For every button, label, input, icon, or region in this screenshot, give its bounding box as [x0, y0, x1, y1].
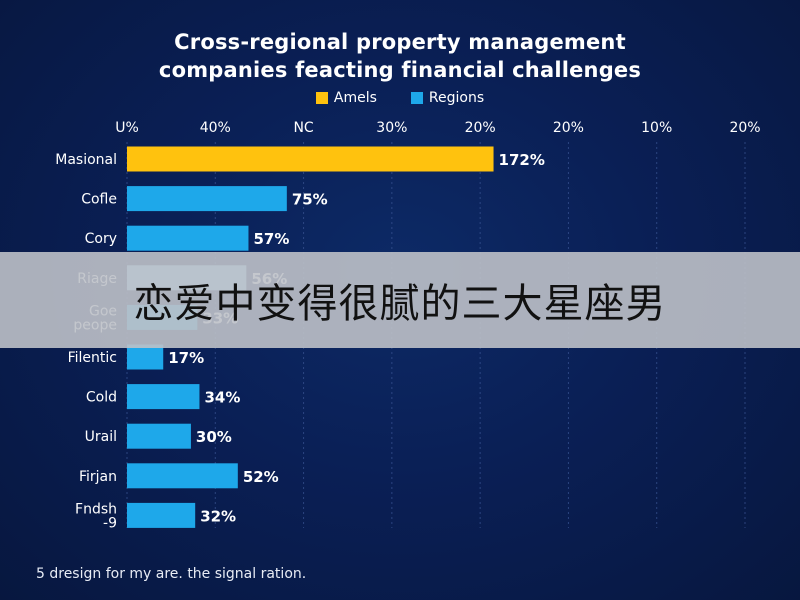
category-label-line: Firjan — [79, 469, 117, 485]
legend-label-amels: Amels — [333, 90, 377, 106]
chart-legend: Amels Regions — [0, 90, 800, 106]
bar — [127, 225, 249, 251]
bar — [127, 344, 164, 370]
bar — [127, 502, 196, 528]
category-label: Masional — [55, 152, 117, 168]
category-label-line: Cory — [85, 231, 117, 247]
category-label-line: Cofle — [81, 192, 117, 208]
category-label-line: Cold — [86, 390, 117, 406]
data-label: 17% — [168, 349, 204, 367]
data-label: 34% — [204, 389, 240, 407]
chart-footnote: 5 dresign for my are. the signal ration. — [36, 566, 307, 582]
x-tick-label: NC — [293, 120, 313, 136]
legend-label-regions: Regions — [428, 90, 485, 106]
caption-banner-text: 恋爱中变得很腻的三大星座男 — [133, 281, 667, 327]
bar — [127, 146, 494, 172]
data-label: 75% — [292, 191, 328, 209]
category-label-line: Filentic — [68, 350, 117, 366]
legend-item-regions: Regions — [410, 90, 485, 106]
category-label: Urail — [85, 429, 117, 445]
x-tick-label: U% — [115, 120, 139, 136]
category-label: Cory — [85, 231, 117, 247]
x-tick-label: 20% — [553, 120, 584, 136]
legend-swatch-regions — [410, 92, 423, 104]
category-label: Cofle — [81, 192, 117, 208]
category-label-line: Masional — [55, 152, 117, 168]
data-label: 172% — [499, 151, 545, 169]
data-label: 52% — [243, 468, 279, 486]
x-tick-label: 20% — [465, 120, 496, 136]
category-label-line: Fndsh — [75, 501, 117, 517]
chart-title-line-2: companies feacting financial challenges — [158, 58, 642, 82]
category-label-line: -9 — [103, 515, 117, 531]
bar — [127, 463, 238, 489]
category-label: Filentic — [68, 350, 117, 366]
data-label: 30% — [196, 428, 232, 446]
x-tick-label: 20% — [729, 120, 760, 136]
x-tick-label: 40% — [200, 120, 231, 136]
category-label-line: Urail — [85, 429, 117, 445]
legend-swatch-amels — [315, 92, 328, 104]
data-label: 57% — [253, 230, 289, 248]
caption-banner: 恋爱中变得很腻的三大星座男 — [0, 252, 800, 348]
bar — [127, 186, 287, 212]
category-label: Cold — [86, 390, 117, 406]
category-label: Firjan — [79, 469, 117, 485]
data-label: 32% — [200, 507, 236, 525]
bar — [127, 423, 191, 449]
x-tick-label: 30% — [376, 120, 407, 136]
bar — [127, 384, 200, 410]
legend-item-amels: Amels — [315, 90, 377, 106]
category-label: Fndsh -9 — [75, 501, 117, 531]
x-tick-label: 10% — [641, 120, 672, 136]
chart-title-line-1: Cross-regional property management — [174, 30, 626, 54]
